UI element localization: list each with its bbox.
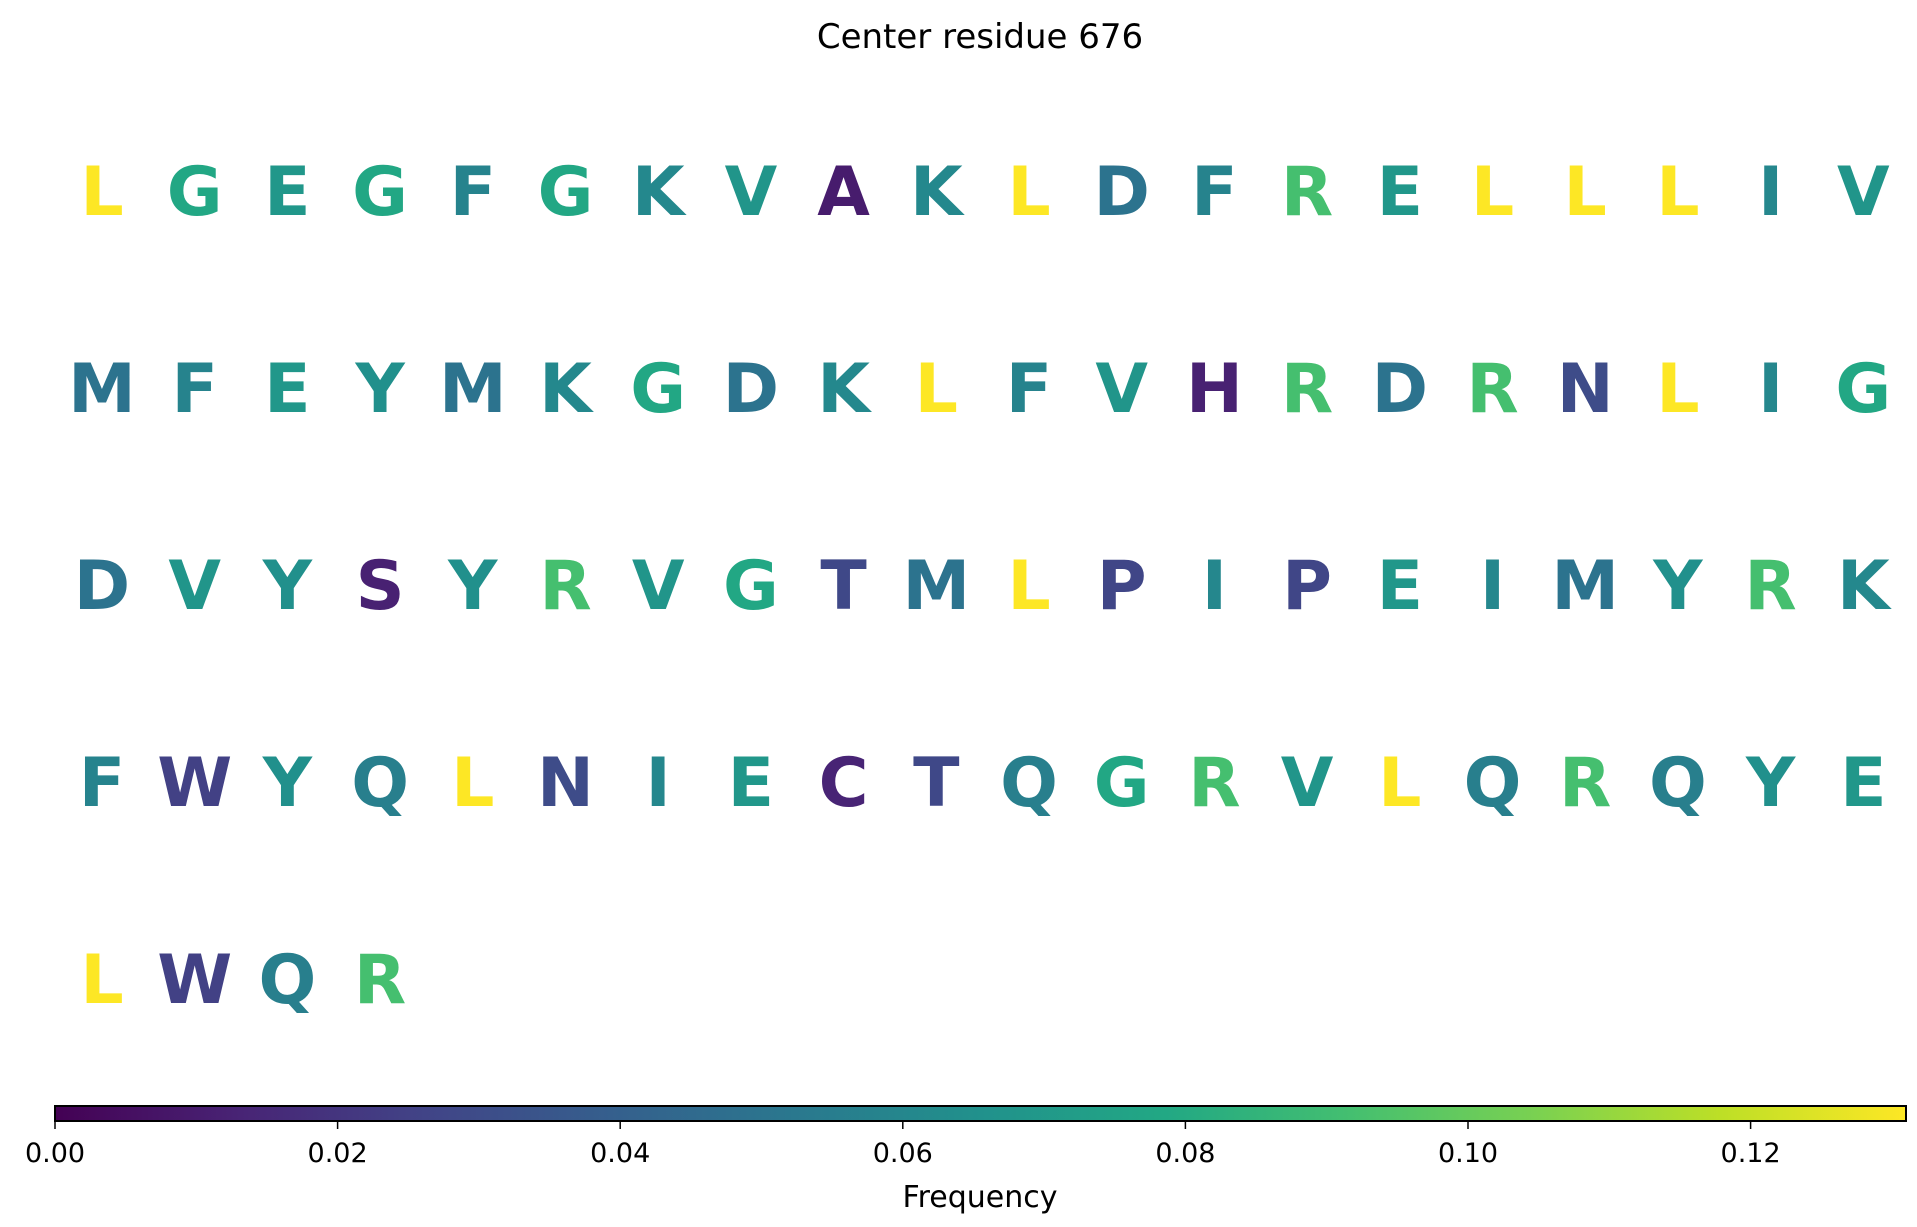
residue-letter: G [630, 350, 686, 429]
residue-letter: R [1281, 153, 1333, 232]
residue-letter: E [264, 350, 310, 429]
residue-letter: G [352, 153, 408, 232]
residue-letter: C [819, 744, 869, 823]
colorbar-tick-label: 0.08 [1155, 1138, 1215, 1169]
residue-letter: Y [1745, 744, 1796, 823]
colorbar-tick-label: 0.02 [308, 1138, 368, 1169]
residue-letter: Y [262, 547, 313, 626]
residue-letter: R [354, 941, 406, 1020]
residue-letter: D [1372, 350, 1428, 429]
residue-letter: F [1191, 153, 1237, 232]
residue-letter: I [1202, 547, 1227, 626]
residue-letter: Q [258, 941, 316, 1020]
residue-letter: A [817, 153, 870, 232]
residue-letter: F [171, 350, 217, 429]
residue-letter: F [1006, 350, 1052, 429]
residue-letter: W [157, 941, 232, 1020]
residue-letter: L [80, 941, 123, 1020]
residue-letter: V [1837, 153, 1890, 232]
residue-letter: E [1377, 547, 1423, 626]
residue-letter: K [632, 153, 687, 232]
residue-letter: L [1471, 153, 1514, 232]
residue-letter: L [1007, 547, 1050, 626]
residue-letter: H [1186, 350, 1243, 429]
residue-letter: N [1557, 350, 1614, 429]
colorbar-tick-label: 0.04 [590, 1138, 650, 1169]
residue-letter: R [1559, 744, 1611, 823]
residue-letter: G [1835, 350, 1891, 429]
residue-letter: E [1377, 153, 1423, 232]
residue-letter: E [264, 153, 310, 232]
residue-letter: N [537, 744, 594, 823]
residue-letter: P [1282, 547, 1332, 626]
residue-letter: Q [351, 744, 409, 823]
colorbar-gradient [55, 1106, 1906, 1121]
colorbar-tick-label: 0.12 [1721, 1138, 1781, 1169]
residue-letter: Q [1649, 744, 1707, 823]
residue-letter: Y [1652, 547, 1703, 626]
residue-letter: L [80, 153, 123, 232]
residue-letter: Q [1464, 744, 1522, 823]
residue-letter: G [1094, 744, 1150, 823]
residue-letter: R [1744, 547, 1796, 626]
residue-letter: K [817, 350, 872, 429]
residue-letter: M [902, 547, 970, 626]
colorbar-tick-label: 0.06 [873, 1138, 933, 1169]
colorbar-label: Frequency [903, 1180, 1058, 1215]
residue-letter: R [1466, 350, 1518, 429]
residue-letter: R [1281, 350, 1333, 429]
colorbar: 0.00 0.02 0.04 0.06 0.08 0.10 0.12 Frequency [25, 1105, 1907, 1215]
residue-letter: V [632, 547, 685, 626]
chart-title: Center residue 676 [817, 17, 1143, 57]
residue-letter: I [646, 744, 671, 823]
residue-letter: E [728, 744, 774, 823]
residue-letter: T [820, 547, 867, 626]
residue-letter: S [356, 547, 405, 626]
residue-letter: K [910, 153, 965, 232]
residue-letter: K [539, 350, 594, 429]
residue-letter: D [74, 547, 130, 626]
residue-letter: Y [354, 350, 405, 429]
residue-letter: P [1097, 547, 1147, 626]
residue-letter: L [1656, 350, 1699, 429]
residue-letter: I [1758, 153, 1783, 232]
residue-letter: L [1564, 153, 1607, 232]
residue-letter: V [168, 547, 221, 626]
residue-letter: V [1095, 350, 1148, 429]
residue-letter: L [915, 350, 958, 429]
colorbar-tick-label: 0.10 [1438, 1138, 1498, 1169]
residue-letter: G [167, 153, 223, 232]
residue-letter: I [1480, 547, 1505, 626]
residue-letter: R [539, 547, 591, 626]
residue-letter: G [723, 547, 779, 626]
residue-letter: F [450, 153, 496, 232]
residue-letter: L [1656, 153, 1699, 232]
colorbar-tick-label: 0.00 [25, 1138, 85, 1169]
residue-letter: W [157, 744, 232, 823]
colorbar-ticks: 0.00 0.02 0.04 0.06 0.08 0.10 0.12 [25, 1121, 1781, 1169]
residue-letter: F [79, 744, 125, 823]
residue-letter: D [1093, 153, 1149, 232]
residue-letters-grid: L G E G F G K V A K L D F R E L L L I VM F E Y M K G D K L F V H R D R N L I G… [68, 153, 1892, 1020]
residue-letter: T [913, 744, 960, 823]
residue-letter: V [725, 153, 778, 232]
residue-letter: Y [447, 547, 498, 626]
residue-letter: M [68, 350, 136, 429]
residue-letter: M [1551, 547, 1619, 626]
residue-letter: I [1758, 350, 1783, 429]
residue-letter: D [723, 350, 779, 429]
residue-letter: R [1188, 744, 1240, 823]
residue-letter: G [538, 153, 594, 232]
residue-letter: K [1837, 547, 1892, 626]
residue-letter: Y [262, 744, 313, 823]
residue-letter: L [451, 744, 494, 823]
residue-letter: Q [1000, 744, 1058, 823]
residue-letter: L [1378, 744, 1421, 823]
residue-letter: L [1007, 153, 1050, 232]
residue-letter: E [1840, 744, 1886, 823]
colorbar-frame [54, 1105, 1907, 1122]
residue-letter: M [439, 350, 507, 429]
residue-letter: V [1281, 744, 1334, 823]
